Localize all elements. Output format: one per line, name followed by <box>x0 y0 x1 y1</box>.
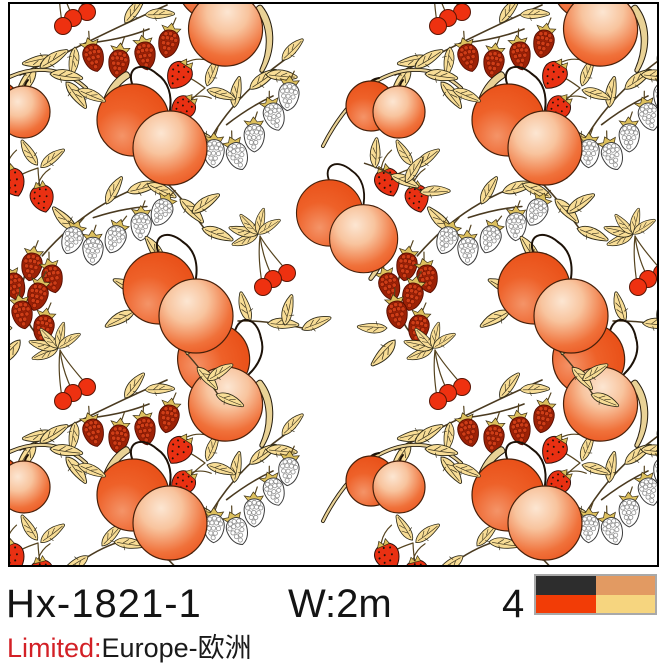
product-code: Hx-1821-1 <box>6 582 202 626</box>
swatch-color-1 <box>536 576 596 595</box>
colorway-count: 4 <box>502 582 525 626</box>
swatch-color-3 <box>536 594 596 613</box>
fabric-pattern-preview <box>8 2 659 567</box>
limited-label: Limited: <box>7 633 102 663</box>
limited-region-line: Limited:Europe-欧洲 <box>7 626 252 665</box>
swatch-color-4 <box>595 594 655 613</box>
colorway-swatch <box>534 574 657 615</box>
pattern-frame <box>8 2 659 567</box>
swatch-color-2 <box>595 576 655 595</box>
limited-region: Europe-欧洲 <box>101 633 252 663</box>
fabric-width: W:2m <box>288 582 392 626</box>
